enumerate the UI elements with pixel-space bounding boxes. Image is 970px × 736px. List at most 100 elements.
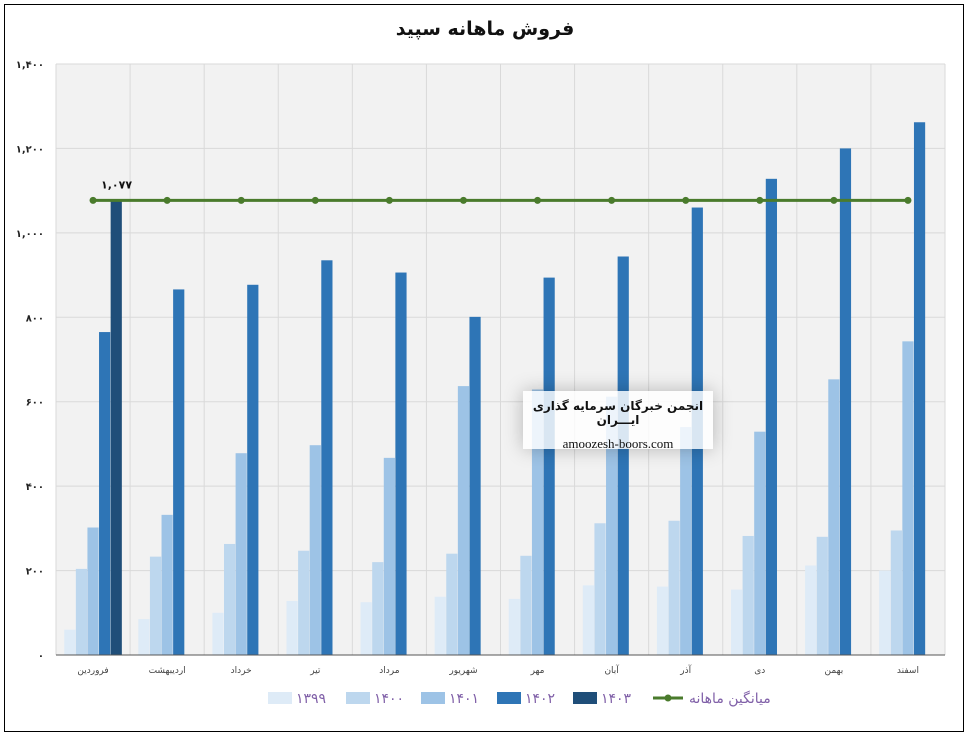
bar: [224, 543, 236, 655]
legend-label[interactable]: ۱۴۰۱: [449, 691, 479, 707]
legend-swatch[interactable]: [573, 692, 597, 704]
x-tick-label: تیر: [309, 666, 321, 676]
x-tick-label: شهریور: [448, 666, 477, 676]
x-tick-label: فروردین: [77, 666, 108, 676]
legend-label[interactable]: میانگین ماهانه: [689, 690, 771, 707]
bar: [617, 256, 629, 655]
legend-swatch[interactable]: [346, 692, 370, 704]
bar: [469, 316, 481, 655]
average-point: [608, 196, 616, 204]
bar: [372, 562, 384, 655]
bar: [742, 535, 754, 655]
bar: [902, 341, 914, 655]
bar: [839, 148, 852, 655]
legend-swatch[interactable]: [268, 692, 292, 704]
y-tick-label: ۸۰۰: [26, 313, 44, 324]
watermark-url: amoozesh-boors.com: [562, 436, 674, 451]
bar: [582, 585, 595, 655]
bar: [520, 555, 532, 655]
x-tick-label: اسفند: [897, 666, 919, 676]
bar: [149, 556, 162, 655]
bar: [879, 570, 891, 655]
average-data-label: ۱,۰۷۷: [101, 178, 132, 191]
legend-swatch[interactable]: [421, 692, 445, 704]
average-point: [904, 196, 912, 204]
axes: ۰ ۲۰۰ ۴۰۰ ۶۰۰ ۸۰۰ ۱,۰۰۰ ۱,۲۰۰ ۱,۴۰۰ فروردین اردیب…: [16, 60, 945, 676]
bar: [828, 379, 840, 655]
average-point: [385, 196, 393, 204]
y-tick-label: ۱,۴۰۰: [16, 60, 44, 71]
bar: [816, 536, 828, 655]
bar: [173, 289, 185, 655]
average-line-group: ۱,۰۷۷: [89, 178, 912, 204]
bar: [457, 386, 470, 655]
legend-label[interactable]: ۱۴۰۳: [601, 691, 632, 707]
bar: [87, 527, 99, 655]
watermark: انجمن خبرگان سرمایه گذاری ایـــران amooz…: [523, 391, 713, 451]
y-tick-label: ۱,۲۰۰: [16, 144, 44, 155]
y-tick-label: ۶۰۰: [26, 398, 44, 409]
legend[interactable]: ۱۳۹۹ ۱۴۰۰ ۱۴۰۱ ۱۴۰۲ ۱۴۰۳ میانگین ماهانه: [268, 690, 771, 707]
bar: [99, 332, 111, 655]
bar: [138, 619, 150, 655]
legend-label[interactable]: ۱۴۰۰: [374, 691, 404, 707]
bar: [890, 530, 902, 655]
bar: [531, 389, 544, 655]
bar: [913, 122, 926, 655]
average-point: [682, 196, 690, 204]
legend-average-marker[interactable]: [664, 694, 672, 702]
bar: [680, 427, 692, 655]
x-tick-label: آبان: [604, 664, 619, 676]
bar: [395, 272, 407, 655]
bar: [321, 260, 333, 655]
bar: [668, 520, 680, 655]
y-tick-label: ۲۰۰: [26, 567, 44, 578]
x-tick-label: بهمن: [825, 666, 844, 676]
y-tick-label: ۰: [38, 651, 44, 662]
bar: [64, 629, 76, 655]
average-point: [311, 196, 319, 204]
x-tick-label: مهر: [530, 666, 545, 676]
watermark-title: انجمن خبرگان سرمایه گذاری ایـــران: [532, 399, 704, 427]
bar: [161, 514, 173, 655]
bar: [434, 596, 446, 655]
bar: [730, 589, 743, 655]
bar: [754, 431, 766, 655]
bar: [298, 550, 310, 655]
average-point: [756, 196, 764, 204]
average-point: [534, 196, 542, 204]
bar: [656, 586, 669, 655]
average-point: [459, 196, 467, 204]
x-tick-label: آذر: [679, 664, 691, 676]
average-point: [830, 196, 838, 204]
bar: [508, 598, 520, 655]
x-tick-label: مرداد: [379, 666, 399, 676]
average-point: [89, 196, 97, 204]
average-point: [163, 196, 171, 204]
bar: [543, 277, 555, 655]
bar: [235, 453, 247, 655]
average-point: [237, 196, 245, 204]
x-tick-label: خرداد: [231, 666, 252, 676]
bar: [309, 445, 321, 655]
bar: [286, 600, 298, 655]
bar: [765, 178, 777, 655]
bar: [360, 602, 372, 655]
legend-label[interactable]: ۱۳۹۹: [296, 691, 326, 707]
bar: [247, 284, 259, 655]
bar: [446, 553, 458, 655]
bar: [805, 565, 817, 655]
bar: [383, 457, 395, 655]
chart-title: فروش ماهانه سپید: [395, 18, 575, 40]
bar: [594, 523, 606, 655]
bar: [75, 568, 88, 655]
grid-lines: [55, 63, 946, 656]
y-tick-label: ۴۰۰: [26, 482, 44, 493]
bar: [212, 612, 224, 655]
x-tick-label: اردیبهشت: [149, 666, 186, 676]
bar: [606, 396, 618, 655]
legend-swatch[interactable]: [497, 692, 521, 704]
x-tick-label: دی: [754, 666, 765, 676]
legend-label[interactable]: ۱۴۰۲: [525, 691, 555, 707]
